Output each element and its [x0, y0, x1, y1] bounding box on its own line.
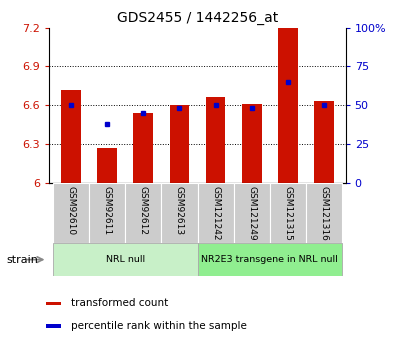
Bar [206, 97, 226, 183]
Text: NRL null: NRL null [106, 255, 145, 264]
Text: transformed count: transformed count [71, 298, 168, 308]
Bar [278, 28, 298, 183]
Text: strain: strain [6, 255, 38, 265]
Bar [270, 183, 306, 243]
Text: GSM121316: GSM121316 [320, 186, 329, 241]
Bar [47, 324, 61, 328]
Bar [306, 183, 342, 243]
Bar [97, 148, 117, 183]
Bar [125, 183, 162, 243]
Text: percentile rank within the sample: percentile rank within the sample [71, 321, 246, 331]
Text: GSM92612: GSM92612 [139, 186, 148, 235]
Bar [53, 183, 89, 243]
Bar [198, 183, 233, 243]
Text: GSM92610: GSM92610 [66, 186, 75, 235]
Bar [89, 183, 125, 243]
Bar [314, 101, 334, 183]
Text: GSM92613: GSM92613 [175, 186, 184, 235]
Title: GDS2455 / 1442256_at: GDS2455 / 1442256_at [117, 11, 278, 25]
Bar [53, 243, 198, 276]
Bar [198, 243, 342, 276]
Text: NR2E3 transgene in NRL null: NR2E3 transgene in NRL null [201, 255, 338, 264]
Bar [169, 105, 189, 183]
Text: GSM121315: GSM121315 [283, 186, 292, 241]
Bar [61, 90, 81, 183]
Bar [242, 104, 261, 183]
Text: GSM92611: GSM92611 [103, 186, 112, 235]
Bar [162, 183, 198, 243]
Text: GSM121242: GSM121242 [211, 186, 220, 240]
Bar [47, 302, 61, 305]
Bar [233, 183, 270, 243]
Text: GSM121249: GSM121249 [247, 186, 256, 240]
Bar [134, 113, 153, 183]
